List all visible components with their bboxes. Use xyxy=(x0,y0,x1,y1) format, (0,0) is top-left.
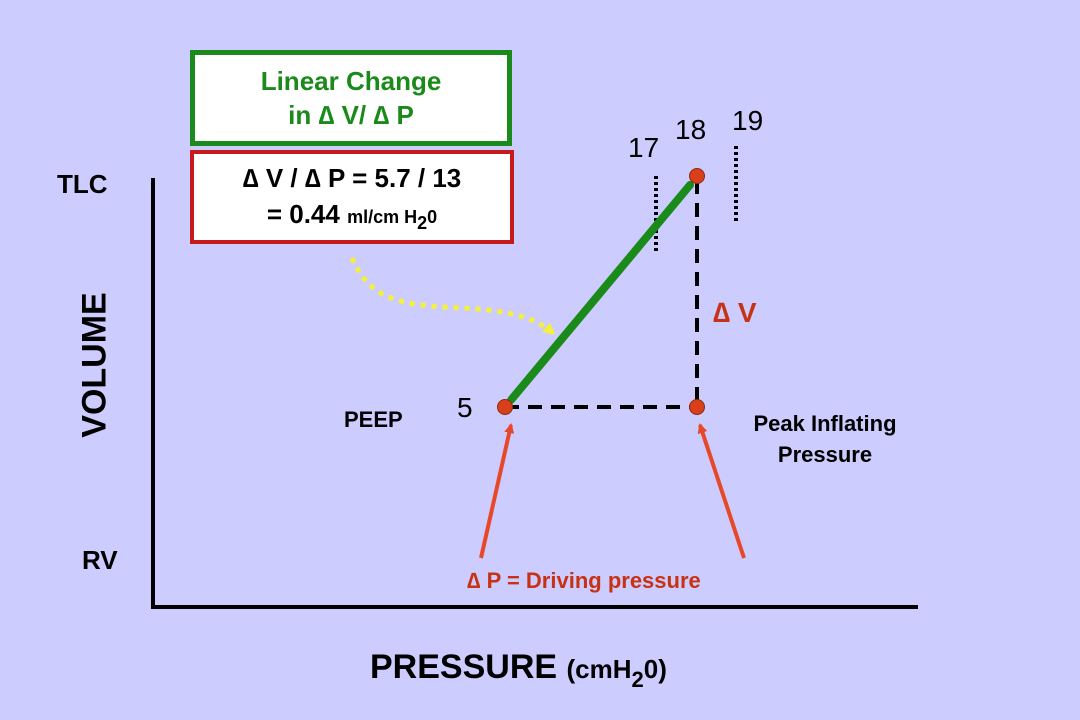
peep-point xyxy=(497,399,513,415)
compliance-ratio-box: ∆ V / ∆ P = 5.7 / 13 = 0.44 ml/cm H20 xyxy=(190,150,514,244)
ratio-formula: ∆ V / ∆ P = 5.7 / 13 xyxy=(242,163,462,193)
peak-baseline-point xyxy=(689,399,705,415)
ref-value-19: 19 xyxy=(732,105,764,136)
ratio-result: = 0.44 ml/cm H20 xyxy=(194,196,510,235)
x-axis-title-main: PRESSURE xyxy=(370,648,558,686)
peak-label-line1: Peak Inflating xyxy=(753,411,897,436)
peep-label: PEEP xyxy=(344,407,403,432)
ratio-unit-subscript: 2 xyxy=(417,213,428,233)
x-axis-title: PRESSURE (cmH20) xyxy=(370,648,667,692)
ref-value-17: 17 xyxy=(628,132,660,163)
linear-change-box: Linear Change in ∆ V/ ∆ P xyxy=(190,50,512,146)
x-axis-unit-subscript: 2 xyxy=(631,667,644,692)
peak-pressure-arrow xyxy=(697,423,746,559)
peak-label-line2: Pressure xyxy=(777,442,873,467)
linear-change-line1: Linear Change xyxy=(260,66,442,96)
peak-value: 18 xyxy=(675,114,707,145)
x-axis-unit-suffix: 0) xyxy=(643,654,667,684)
x-axis-unit-text: (cmH xyxy=(566,654,632,684)
peak-inflating-pressure-label: Peak Inflating Pressure xyxy=(736,408,914,470)
ratio-unit: ml/cm H20 xyxy=(347,207,437,233)
ratio-value: = 0.44 xyxy=(266,199,340,229)
ratio-unit-suffix: 0 xyxy=(427,207,438,227)
yellow-pointer-arrow xyxy=(349,257,556,335)
ratio-unit-text: ml/cm H xyxy=(347,207,418,227)
compliance-line xyxy=(507,181,694,404)
peep-arrow xyxy=(479,423,515,559)
rv-label: RV xyxy=(82,545,118,575)
peak-point xyxy=(689,168,705,184)
tlc-label: TLC xyxy=(57,169,108,199)
delta-v-label: ∆ V xyxy=(713,297,757,328)
delta-p-label: ∆ P = Driving pressure xyxy=(467,568,701,593)
peep-value: 5 xyxy=(457,392,473,423)
x-axis-title-unit: (cmH20) xyxy=(566,654,667,692)
y-axis-title: VOLUME xyxy=(75,292,114,438)
linear-change-line2: in ∆ V/ ∆ P xyxy=(288,100,414,130)
